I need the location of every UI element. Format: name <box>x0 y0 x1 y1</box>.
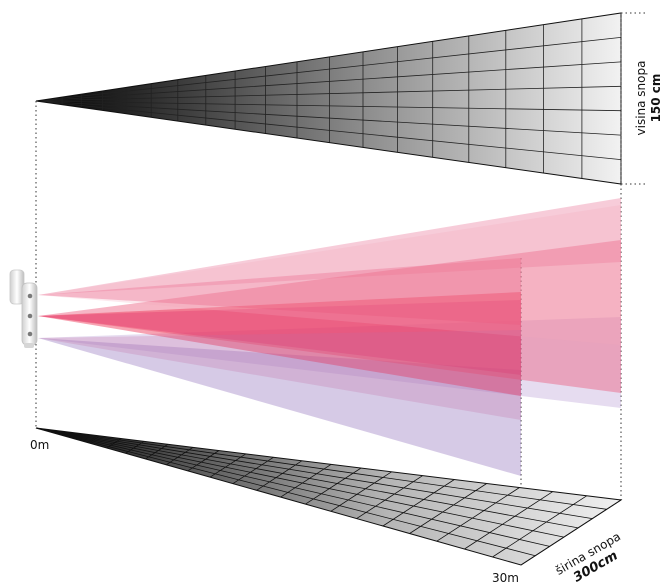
width-grid-column-line <box>209 453 247 478</box>
sensor-lens-bottom <box>27 331 33 337</box>
beam-width-floor <box>35 427 623 566</box>
beam-violet-far <box>38 317 621 408</box>
width-floor-outline <box>35 427 623 566</box>
beam-pink-top-far <box>38 198 621 295</box>
height-value: 150 cm <box>649 74 663 123</box>
width-grid-column-line <box>187 450 220 472</box>
beam-pink-upper-wide <box>38 205 621 345</box>
beam-violet-mid <box>38 330 521 420</box>
height-grid-row-line <box>35 100 622 160</box>
width-grid-column-line <box>256 460 303 491</box>
sensor-lens-mid <box>27 313 33 319</box>
width-grid-row-line <box>35 427 607 510</box>
width-label-group: širina snopa 300cm <box>553 529 623 585</box>
width-grid-column-line <box>232 456 274 484</box>
height-label-group: visina snopa 150 cm <box>634 61 663 136</box>
height-grid-row-line <box>35 37 622 102</box>
width-grid-column-line <box>436 487 520 542</box>
sensor-device <box>9 269 38 348</box>
beam-violet-near <box>38 338 521 476</box>
height-grid-row-line <box>35 85 622 102</box>
width-grid-row-line <box>35 427 593 519</box>
start-distance-label: 0m <box>30 438 49 452</box>
beam-fans <box>38 198 621 476</box>
sensor-mount <box>24 343 34 348</box>
width-grid-column-line <box>330 471 392 512</box>
width-grid-row-line <box>35 427 564 538</box>
beam-red-core <box>38 300 521 375</box>
beam-pink-top-near <box>38 258 521 325</box>
beam-red-mid <box>38 292 521 396</box>
height-panel-grid <box>35 13 622 184</box>
width-floor-grid <box>35 427 622 566</box>
width-grid-column-line <box>492 495 587 558</box>
height-panel-surface <box>36 13 621 184</box>
height-grid-row-line <box>35 61 622 102</box>
width-grid-column-line <box>165 446 194 466</box>
beam-height-panel <box>35 12 622 185</box>
width-grid-row-line <box>35 427 579 529</box>
beam-red-far <box>38 240 621 393</box>
width-grid-row-line <box>35 427 550 547</box>
width-grid-row-line <box>35 427 536 557</box>
guide-lines <box>35 12 646 565</box>
height-caption: visina snopa <box>634 61 648 136</box>
width-grid-column-line <box>409 483 487 534</box>
sensor-lens-top <box>27 293 33 299</box>
width-grid-column-line <box>464 491 554 550</box>
width-floor-surface <box>36 428 621 565</box>
width-grid-column-line <box>382 479 455 527</box>
height-grid-row-line <box>35 100 622 112</box>
width-grid-column-line <box>356 475 423 519</box>
height-grid-row-line <box>35 100 622 136</box>
width-grid-column-line <box>280 463 332 498</box>
width-grid-column-line <box>305 467 362 505</box>
end-distance-label: 30m <box>492 571 519 585</box>
